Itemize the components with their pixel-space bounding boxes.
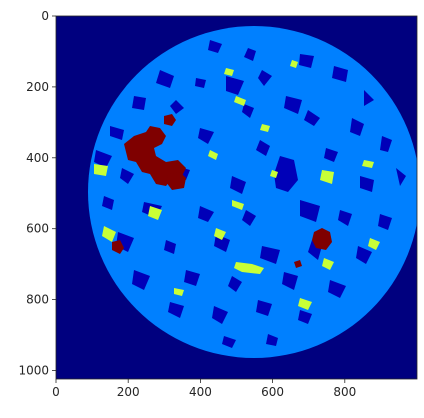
x-axis: 0 200 400 600 800 <box>52 379 356 399</box>
x-tick-label: 400 <box>189 385 212 399</box>
x-tick-label: 600 <box>261 385 284 399</box>
x-tick-label: 0 <box>52 385 60 399</box>
y-tick-label: 1000 <box>18 363 49 377</box>
y-tick-label: 600 <box>26 222 49 236</box>
x-tick-label: 800 <box>333 385 356 399</box>
y-tick-label: 800 <box>26 293 49 307</box>
axes-frame <box>55 15 418 380</box>
x-tick-label: 200 <box>117 385 140 399</box>
y-tick-label: 0 <box>41 9 49 23</box>
y-tick-label: 400 <box>26 151 49 165</box>
pore-regions <box>94 40 406 348</box>
hot-regions <box>112 114 332 268</box>
highlight-regions <box>94 60 380 310</box>
sample-disc <box>88 26 417 358</box>
segmentation-image <box>56 16 417 379</box>
y-axis: 0 200 400 600 800 1000 <box>18 9 56 377</box>
y-tick-label: 200 <box>26 80 49 94</box>
matrix-region <box>88 26 417 358</box>
